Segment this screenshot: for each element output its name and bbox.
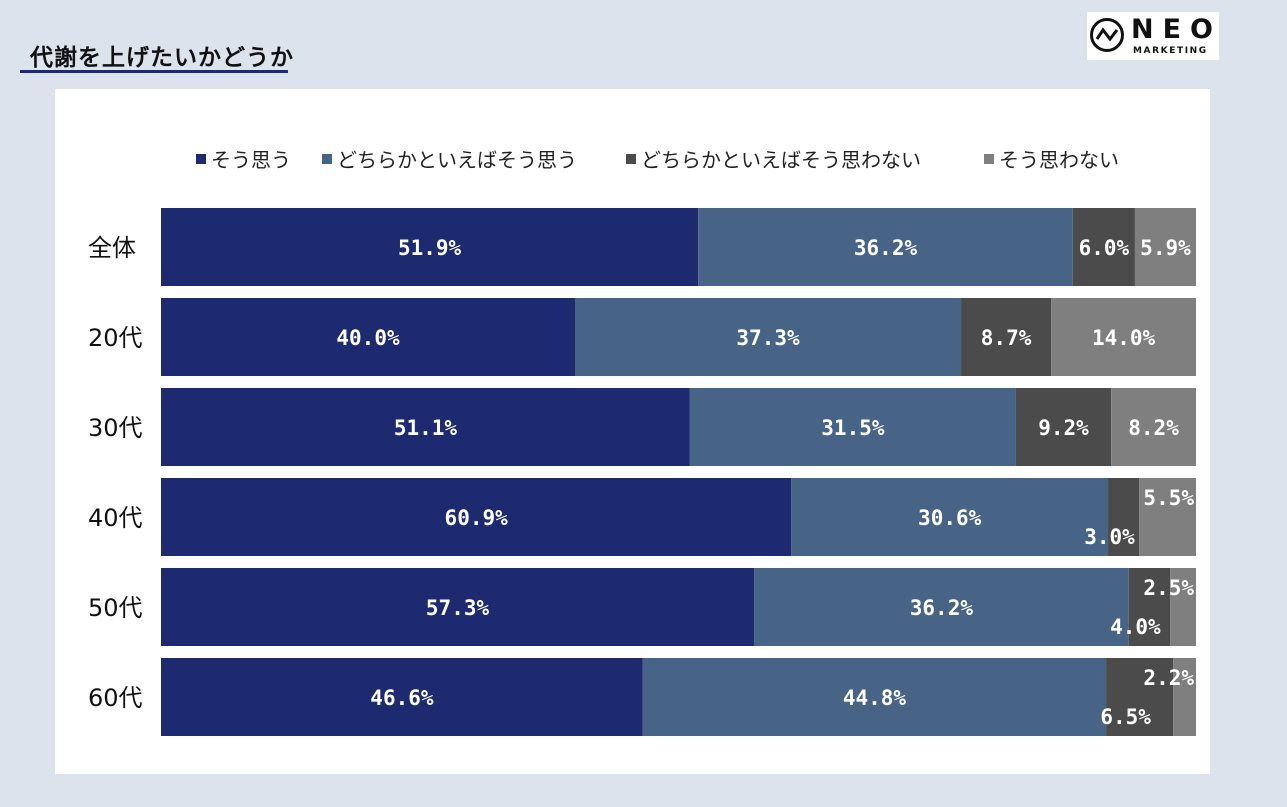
data-label: 36.2% [854, 236, 918, 260]
neo-marketing-logo: NEO MARKETING [1087, 12, 1219, 60]
data-label: 30.6% [918, 506, 982, 530]
data-label: 4.0% [1110, 615, 1161, 639]
data-label: 46.6% [370, 686, 434, 710]
bar-segment [754, 568, 1129, 646]
bar-segment [161, 478, 792, 556]
data-label: 40.0% [336, 326, 400, 350]
data-label: 2.2% [1143, 666, 1194, 690]
logo-word: NEO [1131, 14, 1222, 45]
legend-label-4: そう思わない [999, 148, 1119, 172]
bar-segment [161, 388, 690, 466]
title-underline [20, 70, 288, 73]
data-label: 36.2% [910, 596, 974, 620]
bar-segment [689, 388, 1016, 466]
data-label: 3.0% [1084, 525, 1135, 549]
bar-segment [1015, 388, 1112, 466]
chart-panel: そう思う どちらかといえばそう思う どちらかといえばそう思わない そう思わない全体 51… [55, 89, 1210, 774]
bar-segment [161, 568, 755, 646]
data-label: 14.0% [1092, 326, 1156, 350]
bar-segment [1106, 658, 1174, 736]
bar-segment [1170, 568, 1196, 646]
bar-segment [961, 298, 1052, 376]
data-label: 6.5% [1100, 705, 1151, 729]
data-label: 8.7% [981, 326, 1032, 350]
bar-segment [161, 208, 699, 286]
bar-segment [1134, 208, 1196, 286]
bar-segment [1111, 388, 1196, 466]
bar-segment [161, 298, 575, 376]
data-label: 5.9% [1140, 236, 1191, 260]
category-label: 全体 [88, 234, 136, 262]
bar-segment [1108, 478, 1140, 556]
bar-segment [1072, 208, 1135, 286]
category-label: 50代 [88, 594, 143, 622]
category-label: 60代 [88, 684, 143, 712]
data-label: 6.0% [1079, 236, 1130, 260]
bar-segment [1128, 568, 1171, 646]
data-label: 60.9% [445, 506, 509, 530]
data-label: 31.5% [821, 416, 885, 440]
category-label: 40代 [88, 504, 143, 532]
data-label: 2.5% [1143, 576, 1194, 600]
chart-title: 代謝を上げたいかどうか [30, 45, 294, 71]
bar-segment [161, 658, 643, 736]
bar-segment [642, 658, 1107, 736]
category-label: 30代 [88, 414, 143, 442]
data-label: 51.9% [398, 236, 462, 260]
category-label: 20代 [88, 324, 143, 352]
legend-swatch-3 [626, 154, 636, 164]
legend-swatch-4 [984, 154, 994, 164]
logo-subtext: MARKETING [1133, 46, 1208, 56]
legend-label-2: どちらかといえばそう思う [337, 148, 577, 172]
legend-label-3: どちらかといえばそう思わない [641, 148, 921, 172]
bar-segment [575, 298, 962, 376]
data-label: 5.5% [1143, 486, 1194, 510]
bar-segment [1051, 298, 1196, 376]
data-label: 51.1% [394, 416, 458, 440]
legend-swatch-1 [196, 154, 206, 164]
bar-segment [698, 208, 1073, 286]
data-label: 8.2% [1128, 416, 1179, 440]
legend-label-1: そう思う [211, 148, 291, 172]
bar-segment [791, 478, 1109, 556]
bar-segment [1173, 658, 1196, 736]
data-label: 9.2% [1038, 416, 1089, 440]
bar-segment [1139, 478, 1196, 556]
data-label: 57.3% [426, 596, 490, 620]
logo-mark-icon [1090, 18, 1124, 52]
data-label: 44.8% [843, 686, 907, 710]
data-label: 37.3% [736, 326, 800, 350]
legend-swatch-2 [322, 154, 332, 164]
